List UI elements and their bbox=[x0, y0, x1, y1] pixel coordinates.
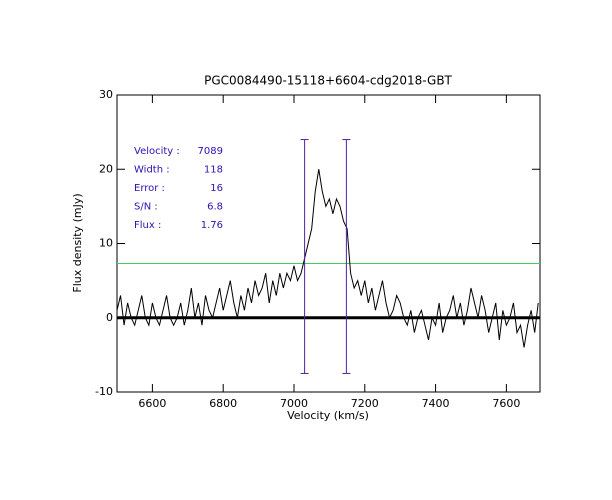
annotation-label: Error : bbox=[134, 183, 165, 194]
annotation-label: Velocity : bbox=[134, 146, 180, 157]
annotation-value: 16 bbox=[210, 183, 223, 194]
annotation-label: Width : bbox=[134, 165, 170, 176]
x-tick-label: 7600 bbox=[492, 397, 520, 410]
annotation-label: S/N : bbox=[134, 202, 158, 213]
annotation-value: 6.8 bbox=[207, 202, 223, 213]
x-tick-label: 7400 bbox=[422, 397, 450, 410]
x-tick-label: 6600 bbox=[138, 397, 166, 410]
chart-title: PGC0084490-15118+6604-cdg2018-GBT bbox=[204, 74, 452, 88]
x-tick-label: 6800 bbox=[209, 397, 237, 410]
y-axis-label: Flux density (mJy) bbox=[71, 193, 84, 292]
y-tick-label: 10 bbox=[99, 237, 113, 250]
annotation-value: 1.76 bbox=[201, 220, 223, 231]
x-tick-label: 7200 bbox=[351, 397, 379, 410]
annotation-label: Flux : bbox=[134, 220, 161, 231]
spectrum-line bbox=[116, 169, 539, 348]
annotation-value: 7089 bbox=[198, 146, 223, 157]
y-tick-label: 30 bbox=[99, 88, 113, 101]
y-tick-label: 20 bbox=[99, 162, 113, 175]
y-tick-label: -10 bbox=[95, 385, 113, 398]
y-tick-label: 0 bbox=[106, 311, 113, 324]
x-tick-label: 7000 bbox=[280, 397, 308, 410]
x-axis-label: Velocity (km/s) bbox=[287, 409, 369, 422]
annotation-value: 118 bbox=[204, 165, 223, 176]
